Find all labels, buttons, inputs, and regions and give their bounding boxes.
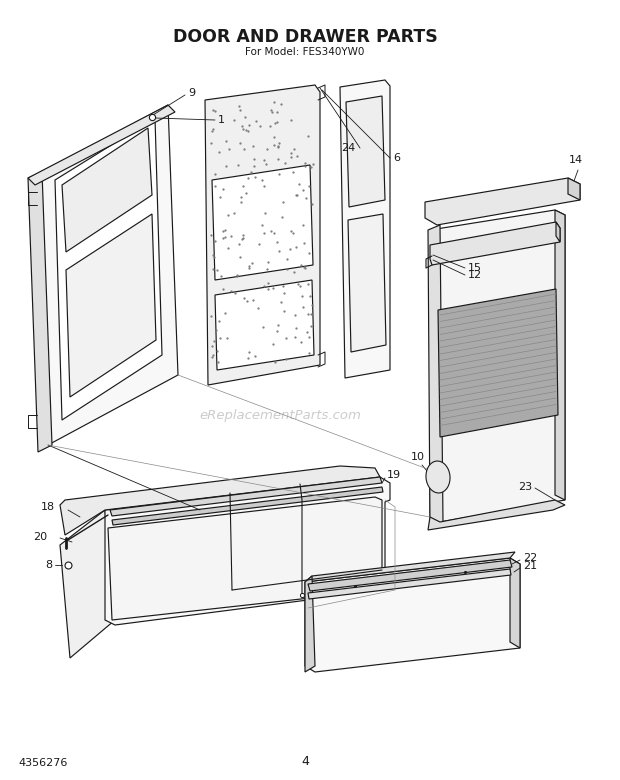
Text: 9: 9 [188, 88, 195, 98]
Polygon shape [305, 552, 515, 582]
Polygon shape [38, 105, 178, 445]
Polygon shape [60, 466, 380, 535]
Text: 24: 24 [341, 143, 355, 153]
Polygon shape [568, 178, 580, 200]
Polygon shape [430, 210, 565, 522]
Polygon shape [110, 477, 382, 516]
Text: 10: 10 [411, 452, 425, 462]
Text: 4356276: 4356276 [18, 758, 68, 768]
Polygon shape [108, 497, 382, 620]
Text: 14: 14 [569, 155, 583, 165]
Polygon shape [428, 225, 443, 527]
Polygon shape [430, 222, 560, 265]
Polygon shape [105, 477, 390, 625]
Text: 1: 1 [218, 115, 225, 125]
Polygon shape [425, 178, 580, 225]
Polygon shape [340, 80, 390, 378]
Text: 18: 18 [41, 502, 55, 512]
Text: eReplacementParts.com: eReplacementParts.com [199, 409, 361, 421]
Polygon shape [308, 569, 511, 599]
Polygon shape [348, 214, 386, 352]
Polygon shape [212, 165, 313, 280]
Text: 22: 22 [523, 553, 538, 563]
Polygon shape [66, 214, 156, 397]
Text: 6: 6 [393, 153, 400, 163]
Polygon shape [112, 487, 383, 525]
Polygon shape [28, 105, 175, 185]
Text: 15: 15 [468, 263, 482, 273]
Polygon shape [346, 96, 385, 207]
Text: 23: 23 [518, 482, 532, 492]
Ellipse shape [426, 461, 450, 493]
Polygon shape [438, 289, 558, 437]
Polygon shape [28, 172, 52, 452]
Polygon shape [205, 85, 320, 385]
Polygon shape [62, 128, 152, 252]
Polygon shape [55, 118, 162, 420]
Polygon shape [556, 222, 560, 242]
Text: DOOR AND DRAWER PARTS: DOOR AND DRAWER PARTS [172, 28, 437, 46]
Polygon shape [510, 558, 520, 648]
Text: 19: 19 [387, 470, 401, 480]
Text: 12: 12 [468, 270, 482, 280]
Polygon shape [305, 558, 520, 672]
Text: For Model: FES340YW0: For Model: FES340YW0 [246, 47, 365, 57]
Polygon shape [305, 576, 315, 672]
Polygon shape [215, 280, 314, 370]
Text: 8: 8 [45, 560, 52, 570]
Polygon shape [60, 510, 115, 658]
Text: 20: 20 [33, 532, 47, 542]
Polygon shape [308, 560, 512, 591]
Polygon shape [428, 500, 565, 530]
Text: 4: 4 [301, 755, 309, 768]
Polygon shape [555, 210, 565, 500]
Text: 21: 21 [523, 561, 537, 571]
